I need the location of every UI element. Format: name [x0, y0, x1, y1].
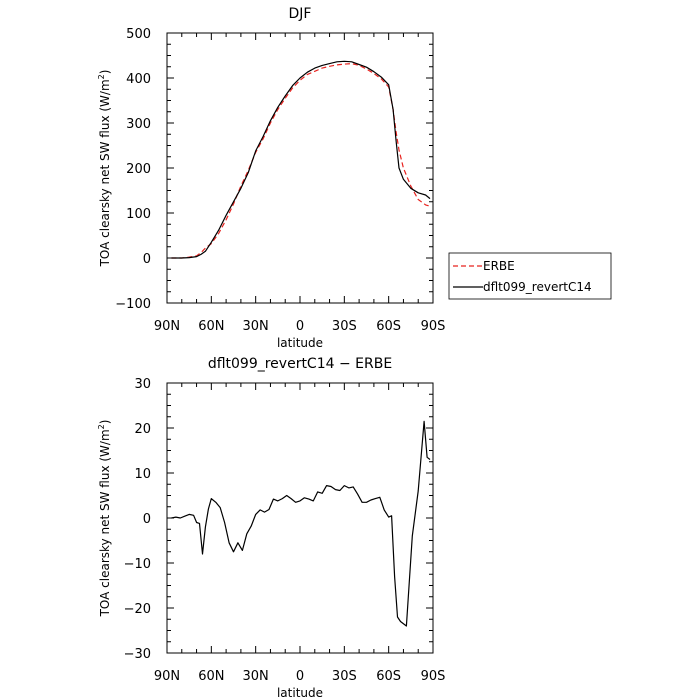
top-panel-x-tick-label: 90N: [154, 319, 180, 334]
bottom-panel-ticks: 90N 60N 30N 0 30S 60S 90S −30 −20 −10 0 10 20 30: [124, 377, 446, 684]
legend-label-dflt099-revertc14: dflt099_revertC14: [483, 280, 592, 294]
top-panel-y-axis-label: TOA clearsky net SW flux (W/m2): [97, 70, 112, 268]
bottom-panel-plot-frame: [166, 382, 434, 654]
top-panel-x-tick-label: 30N: [243, 319, 269, 334]
top-panel-series-line-dflt099-revertc14: [171, 60, 431, 259]
bottom-panel-y-tick-label: −30: [124, 647, 151, 662]
bottom-panel-x-tick-label: 60N: [198, 669, 224, 684]
top-panel-y-tick-label: 200: [126, 162, 151, 177]
bottom-panel-y-axis-label: TOA clearsky net SW flux (W/m2): [97, 420, 112, 618]
legend-label-erbe: ERBE: [483, 259, 515, 273]
top-panel-x-tick-label: 60N: [198, 319, 224, 334]
bottom-panel-y-tick-label: −10: [124, 557, 151, 572]
bottom-panel-series: [171, 420, 431, 627]
bottom-panel-x-tick-label: 30S: [332, 669, 357, 684]
top-panel-x-tick-label: 0: [296, 319, 304, 334]
legend-box: [448, 252, 612, 300]
top-panel-plot-frame: [166, 32, 434, 304]
bottom-panel-series-line: [171, 420, 431, 627]
bottom-panel-y-tick-label: 30: [134, 377, 151, 392]
bottom-panel-x-tick-label: 30N: [243, 669, 269, 684]
bottom-panel-x-tick-label: 60S: [376, 669, 401, 684]
bottom-panel-y-tick-label: 0: [143, 512, 151, 527]
top-panel-y-tick-label: −100: [115, 297, 151, 312]
top-panel-x-axis-label: latitude: [277, 336, 323, 350]
top-panel-y-tick-label: 100: [126, 207, 151, 222]
bottom-panel-x-tick-label: 90S: [421, 669, 446, 684]
bottom-panel-y-tick-label: −20: [124, 602, 151, 617]
top-panel-y-tick-label: 0: [143, 252, 151, 267]
top-panel-y-tick-label: 400: [126, 72, 151, 87]
bottom-panel-title: dflt099_revertC14 − ERBE: [208, 356, 392, 372]
top-panel-ticks: 90N 60N 30N 0 30S 60S 90S −100 0 100 200 300 400 500: [115, 27, 445, 334]
bottom-panel-x-axis-label: latitude: [277, 686, 323, 700]
legend: ERBE dflt099_revertC14: [448, 252, 612, 300]
top-panel-x-tick-label: 90S: [421, 319, 446, 334]
bottom-panel: dflt099_revertC14 − ERBE TOA clearsky ne…: [97, 356, 445, 700]
top-panel: DJF TOA clearsky net SW flux (W/m2) lati…: [97, 6, 445, 350]
bottom-panel-x-tick-label: 0: [296, 669, 304, 684]
bottom-panel-x-tick-label: 90N: [154, 669, 180, 684]
top-panel-y-tick-label: 300: [126, 117, 151, 132]
top-panel-x-tick-label: 30S: [332, 319, 357, 334]
top-panel-series-line-erbe: [171, 62, 431, 259]
bottom-panel-y-tick-label: 10: [134, 467, 151, 482]
top-panel-series: [171, 60, 431, 259]
top-panel-y-tick-label: 500: [126, 27, 151, 42]
bottom-panel-y-tick-label: 20: [134, 422, 151, 437]
top-panel-title: DJF: [289, 6, 312, 22]
top-panel-x-tick-label: 60S: [376, 319, 401, 334]
